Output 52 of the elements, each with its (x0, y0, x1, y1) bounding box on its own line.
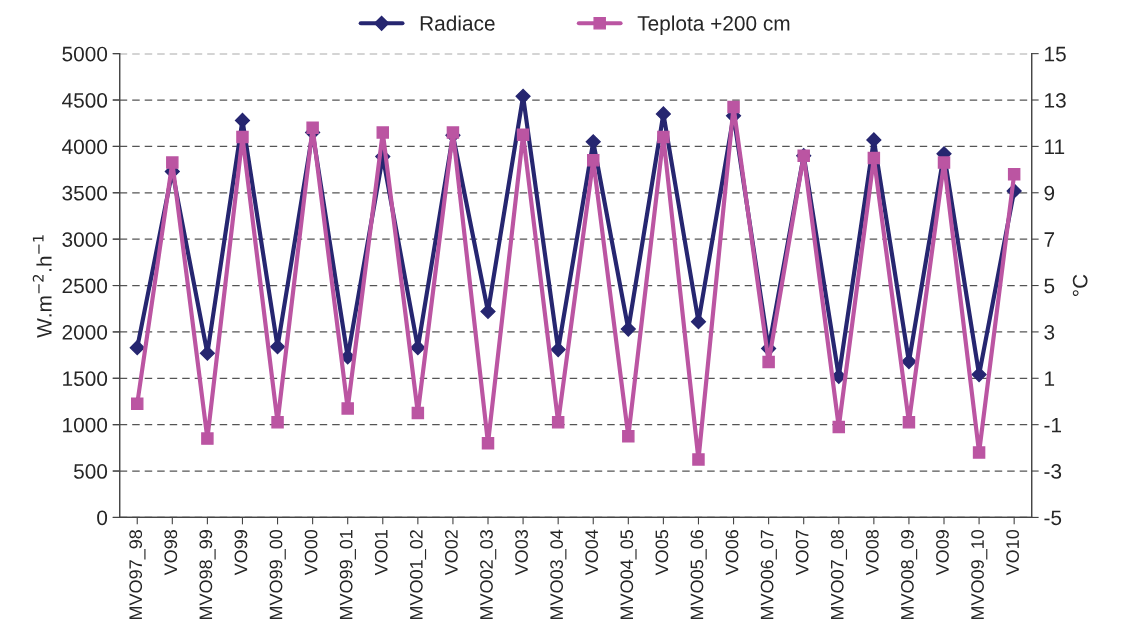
x-tick-label: VO08 (865, 530, 879, 576)
y2-tick-label: 7 (1044, 232, 1055, 247)
y2-tick-label: 11 (1045, 139, 1065, 154)
y-tick-label: 3000 (62, 232, 108, 247)
y2-tick-label: 9 (1044, 185, 1055, 201)
y2-tick-label: -3 (1044, 464, 1062, 479)
x-tick-label: VO05 (655, 529, 669, 576)
x-tick-label: VO03 (515, 530, 528, 576)
x-tick-label: MVO97_98 (129, 530, 146, 620)
y-tick-label: 5000 (62, 46, 108, 62)
y-tick-label: 2000 (62, 324, 108, 340)
y2-tick-label: 5 (1044, 278, 1055, 294)
y2-tick-label: 15 (1045, 46, 1066, 62)
y-tick-label: 1500 (63, 371, 108, 387)
x-tick-label: MVO99_00 (269, 529, 286, 620)
x-tick-label: MVO08_09 (900, 530, 918, 620)
x-tick-label: VO09 (936, 530, 949, 576)
y2-tick-label: -5 (1044, 510, 1062, 526)
x-tick-label: VO99 (234, 530, 248, 576)
x-tick-label: VO00 (304, 529, 318, 576)
y-tick-label: 0 (97, 510, 108, 526)
x-tick-label: MVO02_03 (480, 530, 497, 620)
x-tick-label: VO02 (444, 530, 458, 576)
x-tick-label: VO10 (1006, 529, 1020, 576)
legend-label: Radiace (420, 15, 495, 31)
x-tick-label: MVO03_04 (550, 529, 567, 620)
y2-tick-label: 13 (1045, 93, 1066, 108)
x-tick-label: MVO98_99 (199, 530, 216, 620)
x-tick-label: MVO07_08 (830, 530, 848, 620)
legend-label: Teplota +200 cm (637, 15, 790, 35)
y2-tick-label: 1 (1045, 371, 1055, 386)
x-tick-label: MVO06_07 (760, 530, 777, 620)
x-tick-label: MVO99_01 (339, 530, 356, 620)
y-tick-label: 500 (73, 464, 108, 479)
y2-tick-label: -1 (1044, 417, 1062, 433)
y-tick-label: 4000 (62, 139, 108, 155)
x-tick-label: VO07 (795, 530, 809, 576)
y-tick-label: 3500 (62, 185, 108, 201)
y-tick-label: 1000 (63, 417, 108, 433)
x-tick-label: VO01 (374, 530, 388, 576)
x-tick-label: MVO05_06 (690, 530, 707, 620)
x-tick-label: MVO09_10 (971, 529, 988, 620)
x-tick-label: MVO04_05 (620, 529, 637, 620)
x-tick-label: VO98 (164, 530, 178, 576)
x-tick-label: VO04 (585, 529, 599, 576)
y-tick-label: 4500 (62, 93, 108, 108)
y-axis-title: W.m$^{−2}$.h$^{−1}$ (32, 235, 52, 338)
y2-axis-title: °C (1072, 274, 1088, 296)
y-tick-label: 2500 (62, 278, 108, 294)
y2-tick-label: 3 (1044, 324, 1055, 340)
x-tick-label: MVO01_02 (409, 530, 427, 620)
x-tick-label: VO06 (725, 530, 739, 576)
